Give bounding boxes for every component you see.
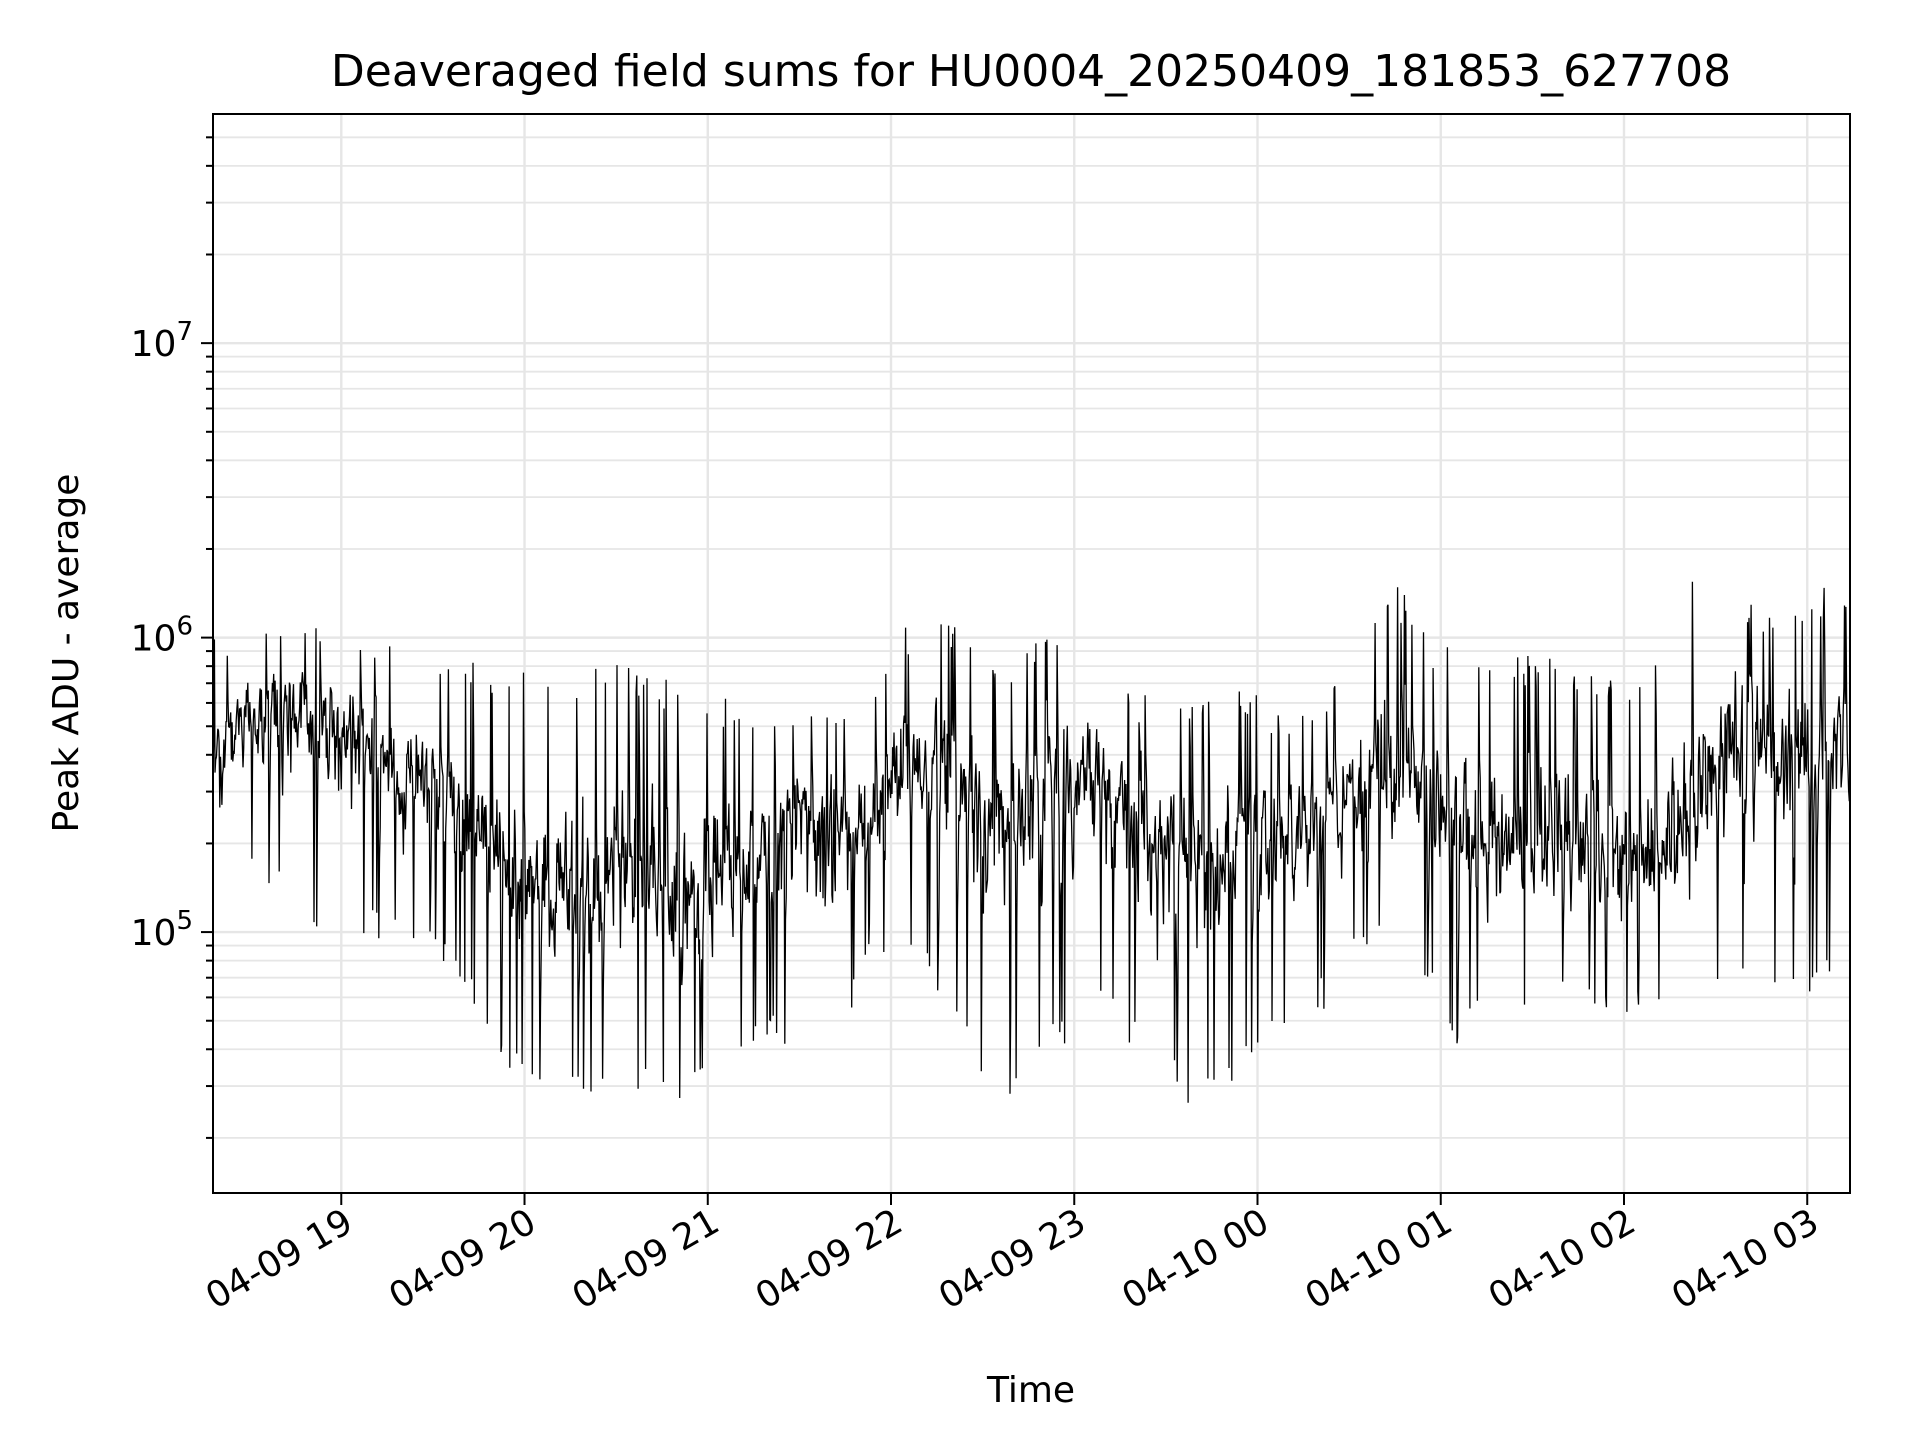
y-tick-label: 105	[131, 906, 193, 954]
data-layer	[212, 581, 1851, 1103]
y-tick-label: 107	[131, 317, 193, 365]
plot-background	[213, 114, 1850, 1193]
y-tick-label-exponent: 6	[176, 612, 193, 642]
y-tick-label-base: 10	[131, 913, 177, 954]
y-axis-label: Peak ADU - average	[46, 474, 87, 833]
y-tick-label: 106	[131, 612, 193, 660]
y-tick-label-exponent: 7	[176, 317, 193, 347]
y-tick-label-base: 10	[131, 324, 177, 365]
chart-title: Deaveraged field sums for HU0004_2025040…	[331, 46, 1731, 97]
y-tick-label-base: 10	[131, 619, 177, 660]
y-tick-label-exponent: 5	[176, 906, 193, 936]
plot-frame	[212, 113, 1851, 1194]
x-axis-label: Time	[986, 1370, 1075, 1411]
series-line	[212, 581, 1851, 1103]
